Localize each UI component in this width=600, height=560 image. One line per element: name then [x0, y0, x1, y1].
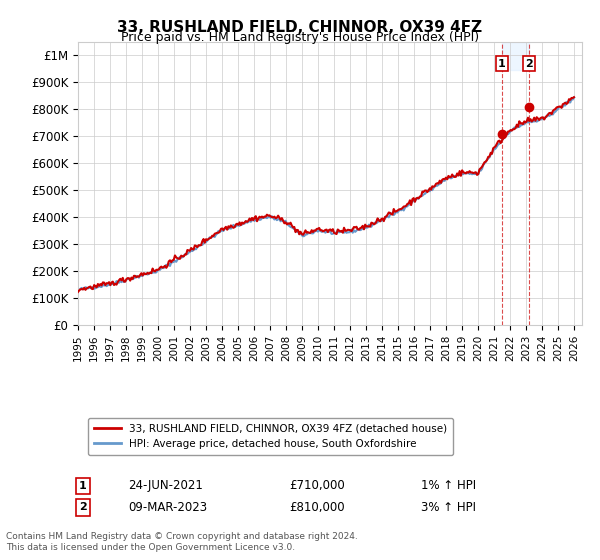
- Text: £810,000: £810,000: [290, 501, 346, 514]
- Text: 2: 2: [525, 59, 533, 68]
- Text: 09-MAR-2023: 09-MAR-2023: [128, 501, 208, 514]
- Text: 24-JUN-2021: 24-JUN-2021: [128, 479, 203, 492]
- Text: 2: 2: [79, 502, 87, 512]
- Text: Contains HM Land Registry data © Crown copyright and database right 2024.
This d: Contains HM Land Registry data © Crown c…: [6, 532, 358, 552]
- Text: 1: 1: [498, 59, 506, 68]
- Text: £710,000: £710,000: [290, 479, 346, 492]
- Text: 1: 1: [79, 481, 87, 491]
- Text: 1% ↑ HPI: 1% ↑ HPI: [421, 479, 476, 492]
- Text: Price paid vs. HM Land Registry's House Price Index (HPI): Price paid vs. HM Land Registry's House …: [121, 31, 479, 44]
- Bar: [502, 42, 529, 70]
- Legend: 33, RUSHLAND FIELD, CHINNOR, OX39 4FZ (detached house), HPI: Average price, deta: 33, RUSHLAND FIELD, CHINNOR, OX39 4FZ (d…: [88, 418, 453, 455]
- Text: 3% ↑ HPI: 3% ↑ HPI: [421, 501, 476, 514]
- Text: 33, RUSHLAND FIELD, CHINNOR, OX39 4FZ: 33, RUSHLAND FIELD, CHINNOR, OX39 4FZ: [118, 20, 482, 35]
